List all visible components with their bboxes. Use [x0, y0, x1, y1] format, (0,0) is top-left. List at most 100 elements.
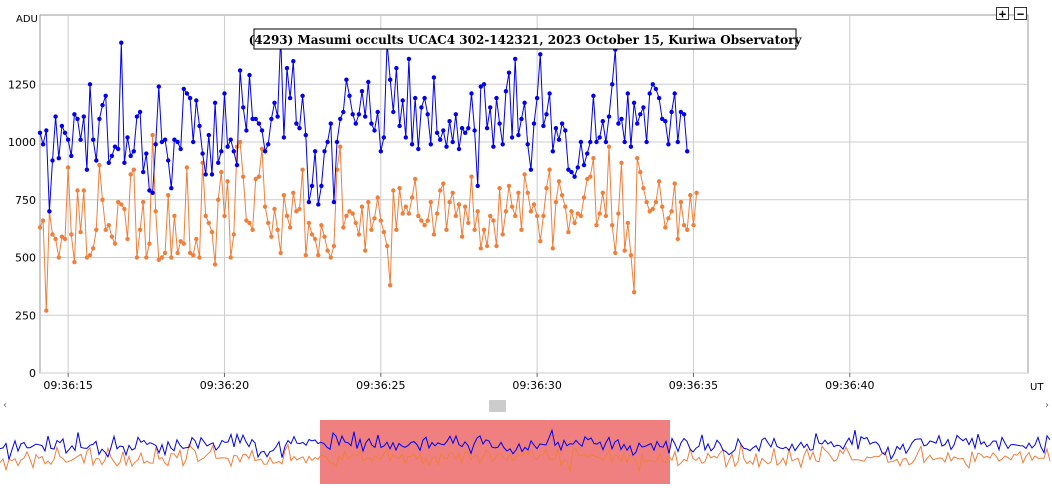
- data-point: [141, 199, 146, 205]
- data-point: [675, 236, 680, 242]
- data-point: [594, 223, 599, 228]
- data-point: [106, 223, 112, 228]
- data-point: [585, 151, 590, 156]
- data-point: [159, 139, 165, 145]
- data-point: [181, 241, 186, 246]
- data-point: [525, 142, 530, 147]
- data-point: [187, 95, 193, 101]
- data-point: [616, 211, 621, 216]
- data-point: [666, 142, 671, 147]
- data-point: [116, 146, 121, 152]
- data-point: [134, 255, 140, 260]
- data-point: [466, 220, 471, 226]
- data-point: [366, 199, 371, 205]
- y-tick-label: 1250: [8, 78, 36, 91]
- data-point: [663, 119, 668, 124]
- data-point: [37, 130, 43, 135]
- data-point: [119, 202, 124, 207]
- data-point: [416, 146, 421, 152]
- x-tick-label: 09:36:20: [200, 379, 249, 392]
- data-point: [109, 234, 115, 239]
- data-point: [675, 139, 680, 145]
- data-point: [484, 126, 490, 131]
- data-point: [125, 135, 130, 140]
- chart-title: (4293) Masumi occults UCAC4 302-142321, …: [249, 33, 803, 47]
- data-point: [266, 220, 271, 226]
- data-point: [606, 144, 612, 149]
- overview-selection[interactable]: [320, 420, 670, 484]
- y-tick-label: 250: [15, 309, 36, 322]
- data-point: [647, 209, 652, 214]
- data-point: [103, 227, 108, 232]
- data-point: [685, 227, 690, 232]
- data-point: [50, 232, 55, 237]
- data-point: [610, 82, 615, 87]
- data-point: [588, 174, 593, 179]
- data-point: [553, 199, 559, 205]
- data-point: [209, 229, 215, 235]
- overview-chart[interactable]: [0, 420, 1052, 484]
- data-point: [94, 227, 99, 232]
- data-point: [150, 132, 155, 138]
- horizontal-scrollbar[interactable]: ‹ ›: [0, 398, 1052, 414]
- overview-series-line: [0, 428, 1051, 461]
- data-point: [103, 93, 108, 99]
- data-point: [622, 139, 627, 145]
- data-point: [316, 202, 321, 207]
- zoom-in-button[interactable]: +: [996, 7, 1009, 20]
- data-point: [403, 135, 408, 140]
- data-point: [234, 144, 240, 149]
- data-point: [162, 250, 168, 256]
- data-point: [638, 112, 643, 117]
- data-point: [222, 91, 227, 96]
- data-point: [363, 114, 368, 119]
- data-point: [325, 139, 330, 145]
- data-point: [291, 59, 296, 64]
- data-point: [381, 229, 387, 235]
- data-point: [453, 112, 458, 117]
- overview-series-line: [0, 443, 1051, 472]
- data-point: [369, 227, 374, 232]
- grid-lines: [40, 15, 1028, 377]
- data-point: [578, 213, 584, 219]
- data-point: [281, 193, 287, 198]
- data-point: [53, 236, 58, 242]
- scroll-thumb[interactable]: [489, 400, 506, 412]
- data-point: [550, 246, 555, 251]
- data-point: [303, 253, 308, 258]
- data-point: [450, 190, 455, 195]
- y-tick-label: 750: [15, 194, 36, 207]
- data-point: [184, 91, 190, 96]
- zoom-out-button[interactable]: −: [1014, 7, 1027, 20]
- data-point: [272, 206, 277, 212]
- data-point: [306, 220, 312, 226]
- data-point: [635, 156, 640, 161]
- data-point: [91, 246, 96, 251]
- data-point: [516, 190, 521, 195]
- data-point: [394, 65, 399, 71]
- data-point: [125, 236, 130, 242]
- data-point: [556, 137, 562, 142]
- data-point: [178, 146, 183, 152]
- scroll-left-icon[interactable]: ‹: [3, 400, 7, 411]
- data-point: [619, 116, 624, 122]
- data-point: [228, 137, 233, 142]
- data-point: [300, 167, 305, 172]
- data-point: [494, 95, 499, 101]
- data-point: [660, 204, 665, 209]
- data-point: [228, 255, 233, 260]
- data-point: [131, 167, 136, 172]
- data-point: [569, 209, 574, 214]
- data-point: [469, 174, 474, 179]
- data-point: [81, 188, 87, 193]
- data-point: [553, 126, 559, 131]
- data-point: [344, 213, 349, 219]
- data-point: [306, 199, 312, 205]
- data-point: [428, 199, 433, 205]
- data-point: [72, 112, 77, 117]
- data-point: [597, 135, 602, 140]
- scroll-right-icon[interactable]: ›: [1045, 400, 1049, 411]
- data-point: [378, 149, 383, 154]
- data-point: [281, 135, 287, 140]
- data-point: [394, 227, 399, 232]
